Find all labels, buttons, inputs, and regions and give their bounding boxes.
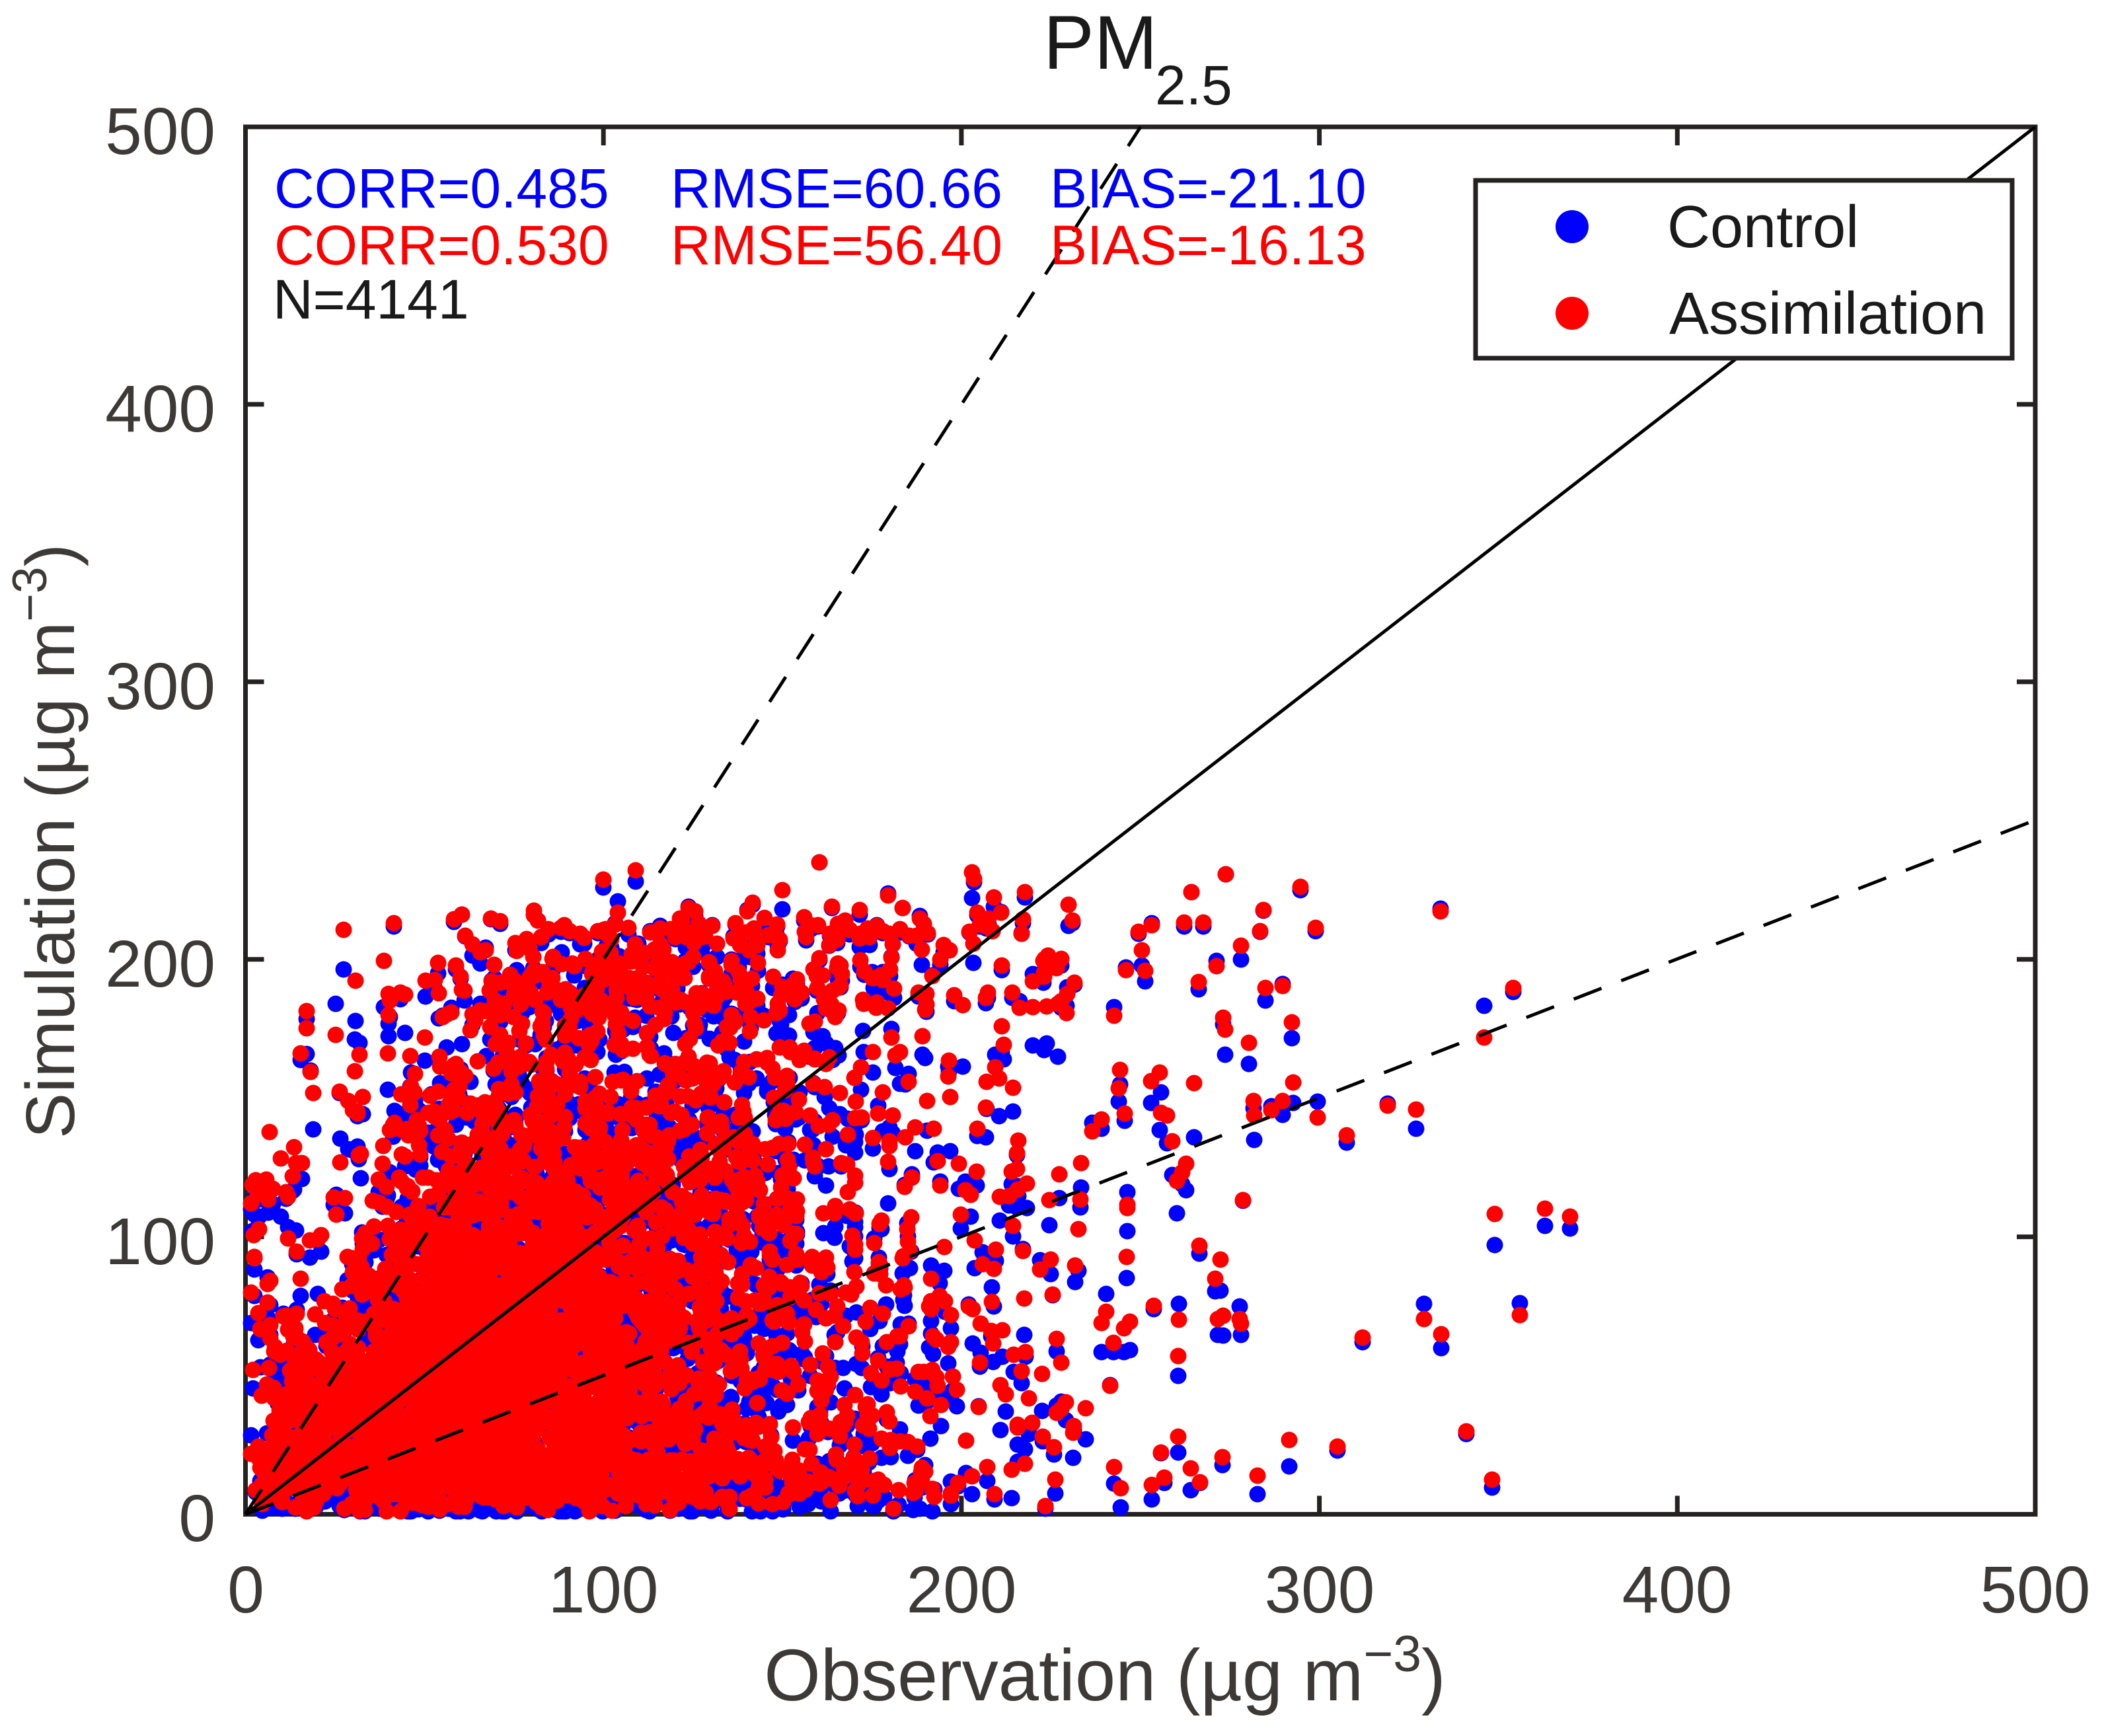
svg-text:0: 0 xyxy=(178,1482,215,1556)
svg-text:300: 300 xyxy=(1265,1553,1375,1627)
svg-text:CORR=0.485: CORR=0.485 xyxy=(274,157,609,219)
svg-text:BIAS=-21.10: BIAS=-21.10 xyxy=(1050,157,1367,219)
svg-text:BIAS=-16.13: BIAS=-16.13 xyxy=(1050,214,1367,276)
svg-text:Assimilation: Assimilation xyxy=(1669,281,1986,347)
svg-text:200: 200 xyxy=(105,927,215,1001)
svg-text:500: 500 xyxy=(1980,1553,2091,1627)
svg-text:400: 400 xyxy=(1622,1553,1733,1627)
svg-text:2.5: 2.5 xyxy=(1155,54,1232,116)
svg-text:200: 200 xyxy=(907,1553,1017,1627)
svg-text:Control: Control xyxy=(1667,194,1859,260)
svg-text:PM: PM xyxy=(1043,1,1158,85)
svg-text:Simulation (µg m−3): Simulation (µg m−3) xyxy=(3,544,89,1139)
svg-text:RMSE=56.40: RMSE=56.40 xyxy=(671,214,1002,276)
svg-text:100: 100 xyxy=(548,1553,659,1627)
svg-text:0: 0 xyxy=(227,1553,264,1627)
svg-text:100: 100 xyxy=(105,1205,215,1279)
svg-text:Observation (µg m−3): Observation (µg m−3) xyxy=(764,1626,1445,1716)
svg-text:CORR=0.530: CORR=0.530 xyxy=(274,214,609,276)
svg-text:500: 500 xyxy=(105,94,215,169)
svg-text:300: 300 xyxy=(105,650,215,724)
svg-text:RMSE=60.66: RMSE=60.66 xyxy=(671,157,1002,219)
svg-text:400: 400 xyxy=(105,372,215,446)
svg-text:N=4141: N=4141 xyxy=(273,268,469,330)
